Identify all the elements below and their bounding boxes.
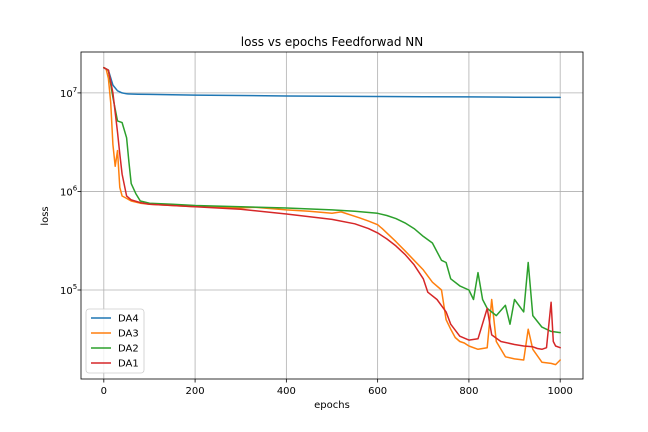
x-axis: 0 200 400 600 800 1000 [101, 379, 573, 397]
legend-label: DA4 [118, 314, 139, 325]
series-line-da4 [103, 66, 561, 99]
legend-box [85, 308, 145, 374]
y-tick-label: 105 [60, 283, 77, 297]
legend: DA4 DA3 DA2 DA1 [85, 308, 145, 374]
series-line-da2 [103, 66, 561, 334]
x-tick-label: 600 [368, 386, 387, 397]
grid [81, 52, 583, 379]
series-line-da3 [103, 66, 561, 366]
y-tick-label: 106 [60, 184, 78, 198]
y-axis-label: loss [40, 206, 51, 225]
legend-label: DA3 [118, 329, 139, 340]
x-axis-label: epochs [314, 400, 350, 411]
x-tick-label: 1000 [547, 386, 572, 397]
legend-label: DA1 [118, 359, 139, 370]
x-tick-label: 200 [186, 386, 205, 397]
series-line-da1 [103, 66, 561, 351]
x-tick-label: 400 [277, 386, 296, 397]
y-tick-base: 10 [60, 187, 73, 198]
y-tick-base: 10 [60, 286, 73, 297]
y-tick-base: 10 [60, 89, 73, 100]
legend-label: DA2 [118, 344, 139, 355]
y-tick-exponent: 7 [73, 86, 77, 94]
x-tick-label: 800 [459, 386, 478, 397]
series-group [103, 66, 561, 366]
y-tick-label: 107 [60, 86, 77, 100]
chart-title: loss vs epochs Feedforwad NN [241, 35, 423, 49]
y-tick-exponent: 5 [73, 283, 77, 291]
plot-frame [80, 51, 584, 380]
x-tick-label: 0 [101, 386, 107, 397]
y-tick-exponent: 6 [73, 184, 78, 192]
